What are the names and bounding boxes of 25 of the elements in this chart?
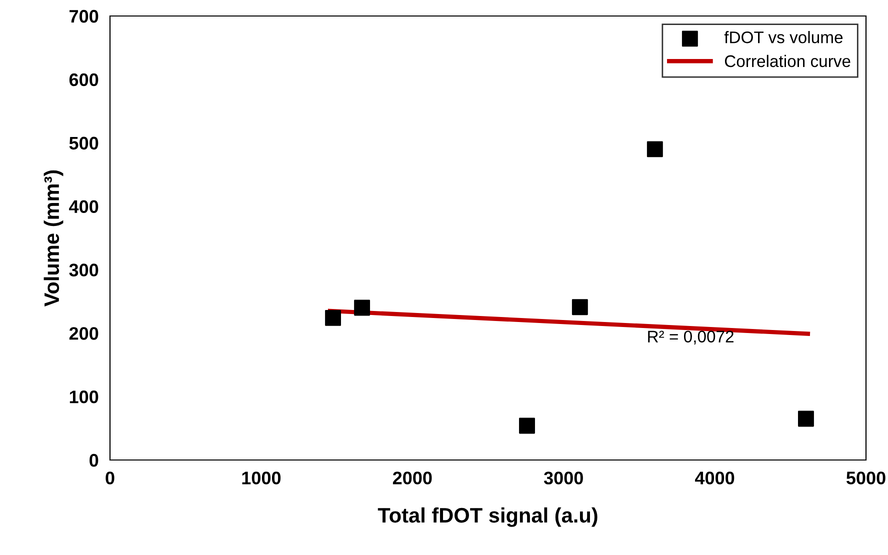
- annotation: R² = 0,0072: [648, 330, 734, 344]
- y-tick-label: 0: [90, 454, 98, 467]
- x-tick-label: 5000: [846, 472, 886, 484]
- legend-label: fDOT vs volume: [724, 31, 843, 44]
- x-tick-label: 3000: [544, 472, 583, 484]
- y-tick-label: 200: [69, 327, 98, 340]
- x-axis-title: Total fDOT signal (a.u): [378, 507, 598, 527]
- x-tick-label: 0: [106, 472, 114, 484]
- x-tick-label: 1000: [242, 472, 281, 484]
- y-tick-label: 400: [69, 200, 98, 214]
- y-tick-label: 700: [70, 10, 98, 23]
- point: [519, 418, 535, 434]
- x-tick-label: 4000: [694, 472, 734, 484]
- y-tick-label: 100: [70, 390, 98, 404]
- point: [798, 410, 814, 427]
- legend-label: Correlation curve: [724, 54, 850, 68]
- y-tick-label: 500: [69, 136, 98, 150]
- point: [646, 141, 663, 158]
- y-axis-title: Volume (mm³): [44, 170, 64, 307]
- point: [354, 300, 370, 316]
- x-tick-label: 2000: [392, 472, 432, 484]
- point: [572, 299, 588, 316]
- point: [325, 310, 341, 326]
- y-tick-label: 600: [69, 73, 98, 86]
- y-tick-label: 300: [69, 264, 98, 276]
